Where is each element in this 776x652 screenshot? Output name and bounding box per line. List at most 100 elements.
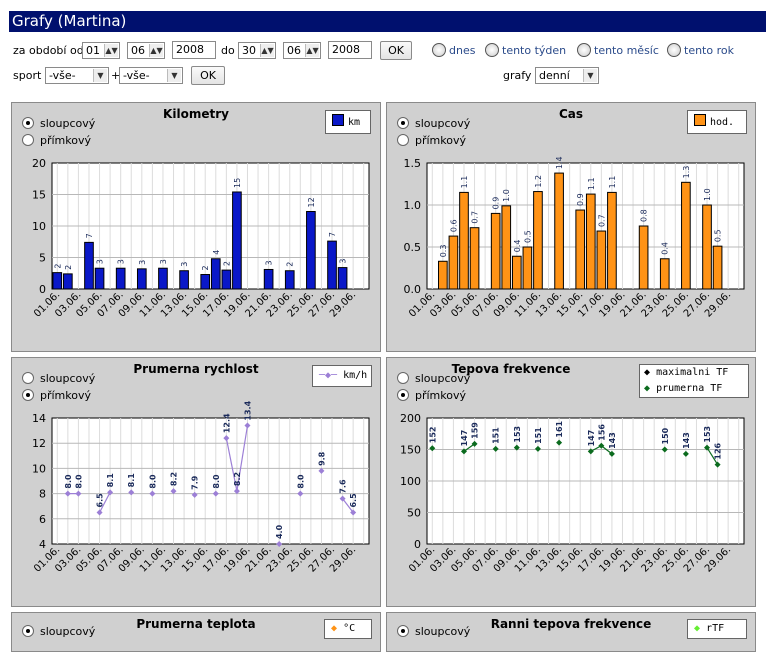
chevron-down-icon: ▼ xyxy=(167,69,181,82)
from-day-select[interactable]: 01 ▲▼ xyxy=(82,42,120,59)
data-label: 3 xyxy=(96,259,105,264)
y-tick-label: 1.5 xyxy=(404,157,422,170)
data-label: 161 xyxy=(555,420,564,437)
data-label: 2 xyxy=(201,265,210,270)
graphs-select[interactable]: denní ▼ xyxy=(535,67,599,84)
data-point xyxy=(460,448,467,455)
data-label: 8.0 xyxy=(148,474,157,489)
sport1-select[interactable]: -vše- ▼ xyxy=(45,67,109,84)
radio-bar[interactable]: sloupcový xyxy=(22,117,95,130)
from-year-input[interactable]: 2008 xyxy=(172,41,216,59)
chevron-down-icon: ▼ xyxy=(93,69,107,82)
data-point xyxy=(276,541,283,547)
chart-svg: 0.00.51.01.501.06.03.06.05.06.07.06.09.0… xyxy=(404,156,745,320)
bar xyxy=(52,272,63,290)
radio-line[interactable]: přímkový xyxy=(22,389,91,402)
data-label: 0.8 xyxy=(640,209,649,222)
chart-panel-temperature: Prumerna teplota sloupcový ◆ °C xyxy=(11,612,381,652)
from-month-select[interactable]: 06 ▲▼ xyxy=(127,42,165,59)
page-title: Grafy (Martina) xyxy=(9,11,766,32)
data-point xyxy=(608,450,615,457)
chart-svg: 46810121401.06.03.06.05.06.07.06.09.06.1… xyxy=(32,400,370,575)
radio-icon xyxy=(22,134,34,146)
bar xyxy=(84,241,94,290)
quick-month-link[interactable]: tento měsíc xyxy=(577,43,659,57)
data-label: 1.1 xyxy=(460,176,469,189)
to-day-select[interactable]: 30 ▲▼ xyxy=(238,42,276,59)
chart-legend: km xyxy=(325,110,371,134)
radio-bar[interactable]: sloupcový xyxy=(397,117,470,130)
data-point xyxy=(339,495,346,502)
bar xyxy=(501,205,512,290)
period-label: za období od xyxy=(13,44,84,57)
data-point xyxy=(149,490,156,497)
legend-swatch xyxy=(694,114,706,126)
data-point xyxy=(244,422,251,429)
data-label: 8.2 xyxy=(233,472,242,486)
chevron-down-icon: ▼ xyxy=(583,69,597,82)
data-label: 8.1 xyxy=(106,473,115,488)
data-label: 153 xyxy=(703,426,712,443)
bar xyxy=(210,258,221,290)
bar xyxy=(136,268,147,290)
data-label: 0.5 xyxy=(714,229,723,242)
chevron-down-icon: ▲▼ xyxy=(149,44,163,57)
bar xyxy=(575,209,586,290)
y-tick-label: 1.0 xyxy=(404,199,422,212)
bar xyxy=(200,274,211,290)
quick-week-link[interactable]: tento týden xyxy=(485,43,566,57)
radio-line[interactable]: přímkový xyxy=(397,134,466,147)
quick-today-link[interactable]: dnes xyxy=(432,43,475,57)
data-label: 3 xyxy=(117,259,126,264)
to-month-select[interactable]: 06 ▲▼ xyxy=(283,42,321,59)
data-label: 152 xyxy=(428,427,437,444)
chart-panel-cas: Cas sloupcový přímkový hod. 0.0 0.5 1.0 1.5… xyxy=(386,102,756,352)
sport-ok-button[interactable]: OK xyxy=(191,66,225,85)
radio-line[interactable]: přímkový xyxy=(22,134,91,147)
data-point xyxy=(64,490,71,497)
data-label: 3 xyxy=(265,260,274,265)
data-label: 151 xyxy=(492,427,501,444)
clock-icon xyxy=(667,43,681,57)
y-tick-label: 150 xyxy=(400,444,421,457)
radio-bar[interactable]: sloupcový xyxy=(22,372,95,385)
plot-area xyxy=(426,162,745,290)
radio-bar[interactable]: sloupcový xyxy=(397,372,470,385)
chart-panel-heart-rate: Tepova frekvence sloupcový přímkový ◆ ma… xyxy=(386,357,756,607)
data-label: 4.0 xyxy=(275,524,284,539)
data-point xyxy=(513,444,520,451)
data-label: 147 xyxy=(587,430,596,447)
data-label: 2 xyxy=(222,261,231,266)
bar xyxy=(284,270,295,290)
y-tick-label: 4 xyxy=(39,538,46,551)
radio-icon xyxy=(22,389,34,401)
legend-marker-icon: ◆ xyxy=(694,623,701,634)
sport2-select[interactable]: -vše- ▼ xyxy=(119,67,183,84)
chart-panel-morning-hr: Ranni tepova frekvence sloupcový ◆ rTF xyxy=(386,612,756,652)
data-label: 6.5 xyxy=(349,493,358,508)
radio-bar[interactable]: sloupcový xyxy=(397,625,470,638)
data-label: 0.9 xyxy=(576,193,585,206)
bar xyxy=(459,191,469,290)
quick-year-link[interactable]: tento rok xyxy=(667,43,734,57)
data-point xyxy=(682,450,689,457)
chart-panel-kilometry: Kilometry sloupcový přímkový km 0 5 10 15 20… xyxy=(11,102,381,352)
data-point xyxy=(587,448,594,455)
y-tick-label: 0 xyxy=(414,538,421,551)
data-point xyxy=(212,490,219,497)
data-label: 0.7 xyxy=(471,211,480,224)
chart-svg: 0510152001.06.03.06.05.06.07.06.09.06.11… xyxy=(32,157,370,320)
data-label: 7.6 xyxy=(339,479,348,494)
radio-bar[interactable]: sloupcový xyxy=(22,625,95,638)
chart-legend: ─◆─ km/h xyxy=(312,365,372,387)
data-point xyxy=(534,445,541,452)
ok-button[interactable]: OK xyxy=(380,41,412,60)
radio-line[interactable]: přímkový xyxy=(397,389,466,402)
bar xyxy=(94,267,105,290)
to-year-input[interactable]: 2008 xyxy=(328,41,372,59)
radio-icon xyxy=(397,117,409,129)
data-label: 12.4 xyxy=(222,413,231,433)
data-label: 13.4 xyxy=(243,400,252,420)
bar xyxy=(448,235,459,290)
radio-icon xyxy=(397,134,409,146)
